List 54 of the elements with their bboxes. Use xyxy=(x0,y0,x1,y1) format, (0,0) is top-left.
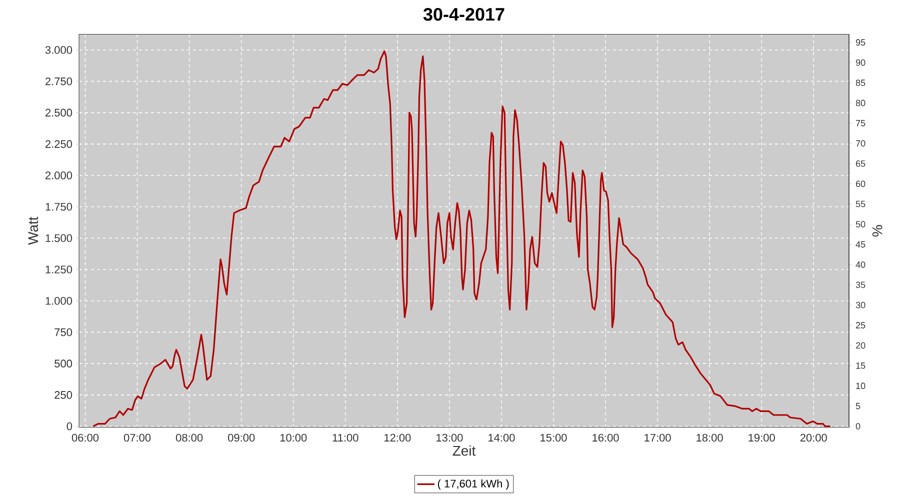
y-tick-label: 250 xyxy=(54,391,72,399)
y-tick-label: 2.250 xyxy=(46,140,72,148)
x-axis-title: Zeit xyxy=(452,445,476,456)
y2-tick-label: 35 xyxy=(856,282,866,288)
x-tick-label: 18:00 xyxy=(696,434,723,442)
x-tick-label: 11:00 xyxy=(332,434,358,442)
y2-tick-label: 25 xyxy=(856,322,866,328)
y-tick-label: 2.000 xyxy=(46,172,72,180)
x-tick-label: 20:00 xyxy=(800,434,827,442)
x-tick-label: 17:00 xyxy=(644,434,671,442)
x-tick-label: 08:00 xyxy=(176,434,203,442)
y2-tick-label: 65 xyxy=(856,160,866,167)
y-tick-label: 2.750 xyxy=(46,77,72,86)
y2-tick-label: 55 xyxy=(856,200,866,208)
y2-tick-label: 5 xyxy=(856,402,860,410)
x-tick-label: 10:00 xyxy=(280,434,307,442)
x-tick-label: 07:00 xyxy=(124,434,151,442)
legend-label: ( 17,601 kWh ) xyxy=(438,479,509,490)
y2-tick-label: 20 xyxy=(856,342,866,349)
x-tick-label: 09:00 xyxy=(228,434,255,442)
y-tick-label: 3.000 xyxy=(45,46,72,54)
y-tick-label: 1.250 xyxy=(46,266,72,274)
y2-tick-label: 85 xyxy=(856,80,866,86)
y2-tick-label: 75 xyxy=(856,120,866,126)
y2-tick-label: 50 xyxy=(856,221,866,228)
y2-tick-label: 10 xyxy=(856,382,866,390)
y2-tick-label: 15 xyxy=(856,362,866,369)
y-tick-label: 1.000 xyxy=(46,296,72,305)
x-tick-label: 15:00 xyxy=(540,434,567,442)
line-series xyxy=(92,50,832,428)
x-tick-label: 06:00 xyxy=(72,434,99,442)
x-tick-label: 16:00 xyxy=(592,434,619,442)
y2-tick-label: 30 xyxy=(856,302,866,308)
y2-tick-label: 40 xyxy=(856,261,866,268)
x-tick-label: 19:00 xyxy=(748,434,775,442)
y2-tick-label: 60 xyxy=(856,180,866,188)
y-tick-label: 750 xyxy=(54,328,72,336)
x-tick-label: 13:00 xyxy=(436,434,463,442)
y-tick-label: 1.750 xyxy=(46,202,72,211)
y-tick-label: 0 xyxy=(66,422,72,430)
y-tick-label: 500 xyxy=(54,360,72,368)
y-axis-title: Watt xyxy=(28,216,38,245)
y2-tick-label: 70 xyxy=(856,140,866,147)
y2-axis-title: % xyxy=(872,225,882,237)
x-tick-label: 14:00 xyxy=(488,434,515,442)
y2-tick-label: 0 xyxy=(856,423,860,430)
y-tick-label: 1.500 xyxy=(46,234,72,242)
y2-tick-label: 45 xyxy=(856,241,866,248)
y2-tick-label: 90 xyxy=(856,59,866,66)
y2-tick-label: 95 xyxy=(856,39,866,46)
x-tick-label: 12:00 xyxy=(384,434,411,442)
chart-title: 30-4-2017 xyxy=(423,8,504,21)
y-tick-label: 2.500 xyxy=(46,108,72,117)
y2-tick-label: 80 xyxy=(856,100,866,106)
